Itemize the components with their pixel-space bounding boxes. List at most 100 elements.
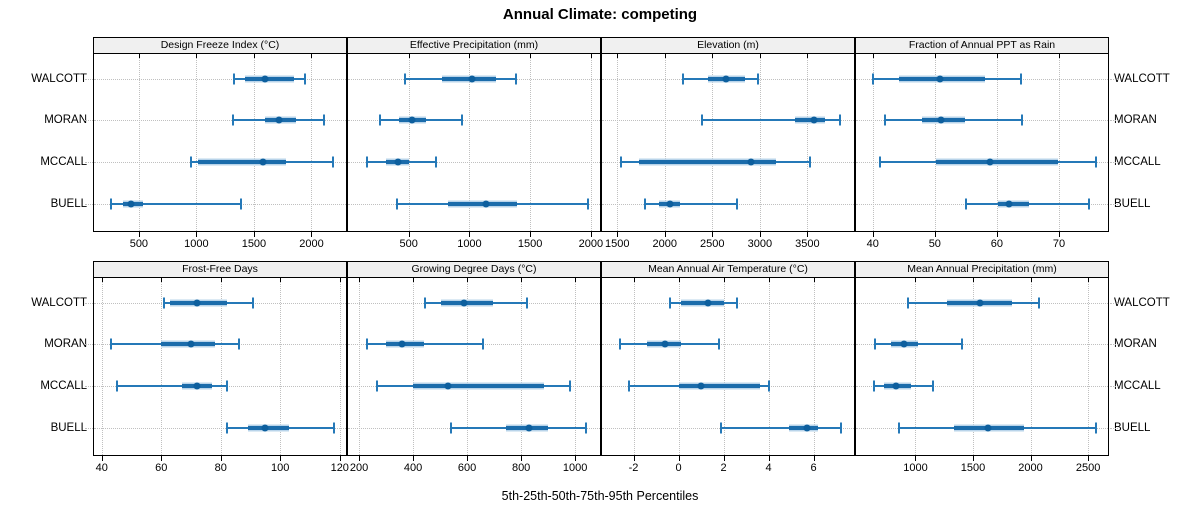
x-tick-label: 0 xyxy=(675,462,682,474)
x-tick-top xyxy=(408,54,410,58)
x-tick-label: 2 xyxy=(720,462,727,474)
site-label-right: MORAN xyxy=(1114,338,1157,350)
x-tick-label: -2 xyxy=(628,462,639,474)
median-dot xyxy=(984,424,992,432)
interquartile-segment xyxy=(413,384,545,388)
whisker-cap xyxy=(115,380,118,392)
panel-strip: Fraction of Annual PPT as Rain xyxy=(855,37,1109,53)
whisker-cap xyxy=(303,73,306,85)
x-gridline xyxy=(768,278,770,455)
x-tick-top xyxy=(469,54,471,58)
x-tick-top xyxy=(359,278,361,282)
panel-strip: Growing Degree Days (°C) xyxy=(347,261,601,277)
panel xyxy=(347,53,601,232)
whisker-cap xyxy=(839,422,842,434)
x-tick xyxy=(1058,232,1060,237)
whisker-cap xyxy=(808,156,811,168)
whisker-cap xyxy=(907,297,909,309)
site-label-left: MORAN xyxy=(44,114,87,126)
grid-stub-right xyxy=(1110,344,1118,345)
x-tick-top xyxy=(161,278,163,282)
site-label-right: WALCOTT xyxy=(1114,73,1170,85)
grid-stub-left xyxy=(85,344,93,345)
interquartile-segment xyxy=(197,160,286,164)
y-gridline xyxy=(856,386,1108,387)
median-dot xyxy=(259,158,267,166)
panel-strip: Mean Annual Air Temperature (°C) xyxy=(601,261,855,277)
site-label-left: MCCALL xyxy=(40,156,87,168)
x-tick-label: 50 xyxy=(928,238,941,250)
x-tick-label: 60 xyxy=(155,462,168,474)
interquartile-segment xyxy=(997,202,1029,206)
x-tick-top xyxy=(1030,278,1032,282)
grid-stub-right xyxy=(1110,428,1118,429)
x-tick-top xyxy=(807,54,809,58)
x-tick-top xyxy=(973,278,975,282)
x-tick xyxy=(1088,456,1090,461)
whisker-cap xyxy=(189,156,192,168)
x-tick-top xyxy=(101,278,103,282)
x-tick-top xyxy=(1088,278,1090,282)
x-tick xyxy=(359,456,361,461)
x-tick xyxy=(575,456,577,461)
x-tick xyxy=(253,232,255,237)
x-tick-top xyxy=(872,54,874,58)
median-dot xyxy=(261,75,269,83)
x-tick-top xyxy=(280,278,282,282)
x-tick-label: 1000 xyxy=(457,238,482,250)
interquartile-segment xyxy=(447,202,517,206)
site-label-left: WALCOTT xyxy=(31,73,87,85)
x-gridline xyxy=(530,54,532,231)
whisker-cap xyxy=(586,198,589,210)
figure-title: Annual Climate: competing xyxy=(502,6,698,23)
x-tick xyxy=(617,232,619,237)
panel xyxy=(855,277,1109,456)
x-tick xyxy=(408,232,410,237)
x-tick-label: 600 xyxy=(457,462,477,474)
grid-stub-right xyxy=(1110,120,1118,121)
x-tick-top xyxy=(678,278,680,282)
x-tick xyxy=(872,232,874,237)
whisker-cap xyxy=(628,380,630,392)
interquartile-segment xyxy=(245,77,294,81)
median-dot xyxy=(394,158,402,166)
whisker-cap xyxy=(757,73,760,85)
median-dot xyxy=(127,200,135,208)
x-tick xyxy=(530,232,532,237)
x-tick-top xyxy=(723,278,725,282)
x-tick xyxy=(311,232,313,237)
x-tick-label: 200 xyxy=(349,462,369,474)
x-gridline xyxy=(196,54,198,231)
interquartile-segment xyxy=(678,384,760,388)
median-dot xyxy=(986,158,994,166)
median-dot xyxy=(722,75,730,83)
whisker-cap xyxy=(109,338,112,350)
x-tick-label: 40 xyxy=(95,462,108,474)
whisker-cap xyxy=(395,198,398,210)
whisker-cap xyxy=(163,297,166,309)
y-gridline xyxy=(94,79,346,80)
range-line xyxy=(111,203,241,205)
whisker-cap xyxy=(525,297,528,309)
x-gridline xyxy=(934,54,936,231)
x-tick-label: 1000 xyxy=(903,462,928,474)
whisker-cap xyxy=(736,198,739,210)
median-dot xyxy=(482,200,490,208)
x-tick-top xyxy=(633,278,635,282)
site-label-right: MCCALL xyxy=(1114,380,1161,392)
x-gridline xyxy=(161,278,163,455)
x-tick xyxy=(339,456,341,461)
x-tick xyxy=(467,456,469,461)
x-tick-top xyxy=(196,54,198,58)
x-tick xyxy=(413,456,415,461)
median-dot xyxy=(661,340,669,348)
whisker-cap xyxy=(1094,156,1097,168)
whisker-cap xyxy=(366,338,369,350)
panel-strip: Frost-Free Days xyxy=(93,261,347,277)
panel xyxy=(93,277,347,456)
y-gridline xyxy=(348,162,600,163)
whisker-cap xyxy=(720,422,723,434)
x-gridline xyxy=(467,278,469,455)
x-tick-label: 1500 xyxy=(960,462,986,474)
x-tick-top xyxy=(1058,54,1060,58)
